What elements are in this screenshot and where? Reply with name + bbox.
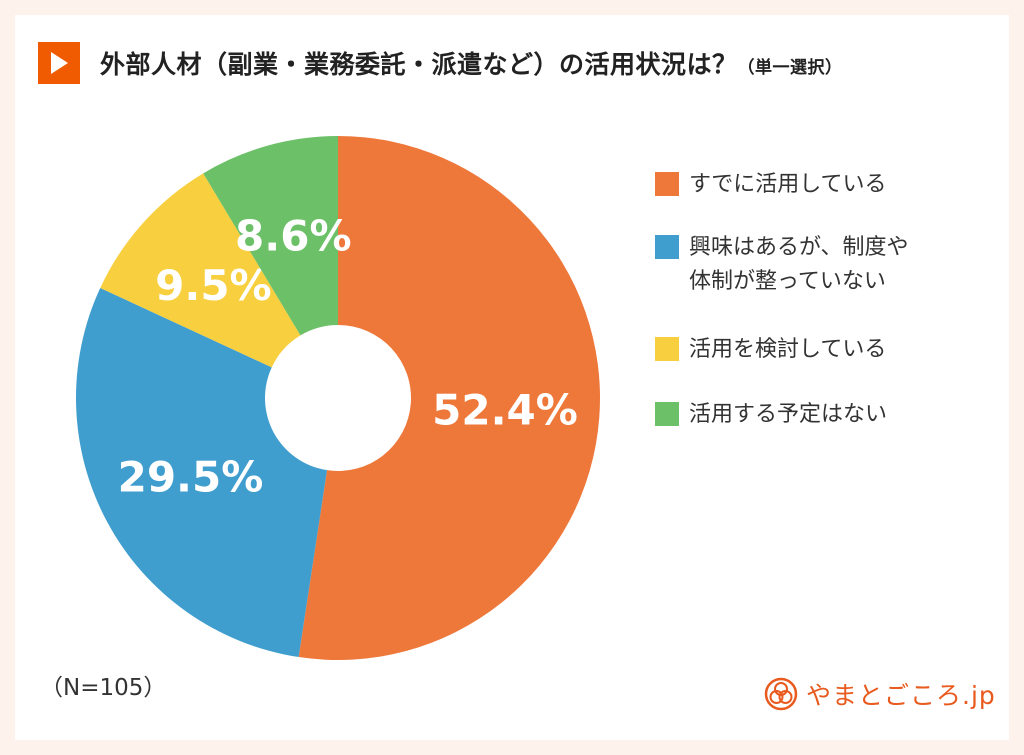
data-label-2: 9.5% bbox=[155, 261, 271, 310]
slice-1 bbox=[75, 287, 328, 658]
legend-label: 興味はあるが、制度や 体制が整っていない bbox=[689, 235, 909, 294]
data-label-1: 29.5% bbox=[118, 452, 264, 501]
play-icon bbox=[38, 42, 80, 84]
legend-label: 活用を検討している bbox=[689, 337, 887, 362]
sample-size: （N=105） bbox=[40, 675, 167, 701]
logo-text: やまとごころ.jp bbox=[806, 681, 996, 710]
slice-3 bbox=[203, 136, 338, 336]
legend-label: 活用する予定はない bbox=[689, 402, 888, 427]
legend-swatch bbox=[655, 402, 679, 426]
legend-label: すでに活用している bbox=[689, 172, 887, 197]
logo: やまとごころ.jp bbox=[764, 676, 996, 712]
slice-0 bbox=[298, 136, 600, 660]
legend-item: 活用を検討している bbox=[655, 333, 886, 367]
title-text: 外部人材（副業・業務委託・派遣など）の活用状況は？ bbox=[100, 50, 738, 79]
slice-2 bbox=[100, 173, 301, 368]
legend-swatch bbox=[655, 337, 679, 361]
chart-title: 外部人材（副業・業務委託・派遣など）の活用状況は？（単一選択） bbox=[100, 45, 843, 81]
logo-icon bbox=[764, 677, 798, 711]
legend-item: すでに活用している bbox=[655, 168, 887, 202]
title-note: （単一選択） bbox=[737, 58, 843, 78]
data-label-0: 52.4% bbox=[432, 386, 578, 435]
data-label-3: 8.6% bbox=[235, 212, 351, 261]
legend-item: 活用する予定はない bbox=[655, 398, 887, 432]
legend-swatch bbox=[655, 235, 679, 259]
legend-item: 興味はあるが、制度や 体制が整っていない bbox=[655, 231, 909, 299]
legend-swatch bbox=[655, 172, 679, 196]
